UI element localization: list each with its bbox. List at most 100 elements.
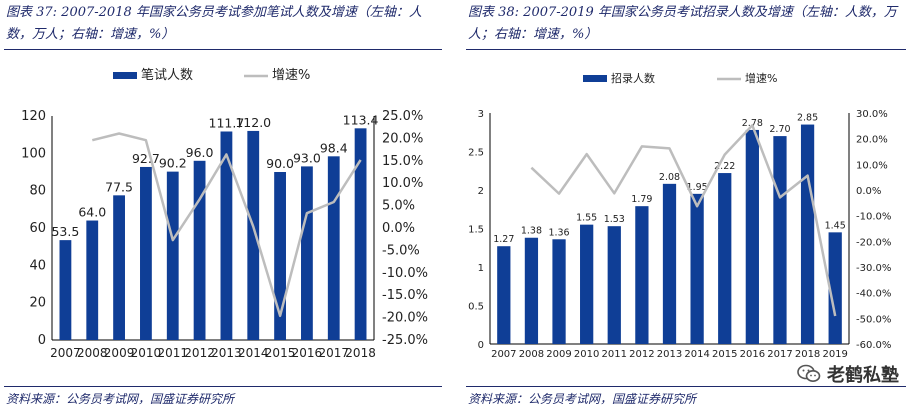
left-bar bbox=[59, 240, 72, 340]
right-figure: 图表 38: 2007-2019 年国家公务员考试招录人数及增速（左轴：人数，万… bbox=[462, 0, 913, 411]
left-y-right-tick: 0.0% bbox=[382, 221, 415, 236]
right-figure-title-line2: 人；右轴：增速，%） bbox=[468, 27, 598, 42]
left-bar-value-label: 77.5 bbox=[105, 179, 133, 194]
right-bar bbox=[635, 206, 649, 344]
right-bar bbox=[828, 232, 842, 344]
right-bar-value-label: 1.55 bbox=[576, 213, 597, 224]
left-bar-value-label: 113.4 bbox=[343, 112, 379, 127]
left-y-left-tick: 20 bbox=[29, 296, 46, 311]
right-bar-value-label: 2.08 bbox=[659, 172, 680, 183]
right-bar bbox=[718, 173, 732, 344]
right-y-right-tick: -10.0% bbox=[856, 212, 891, 223]
right-y-right-tick: -50.0% bbox=[856, 314, 891, 325]
right-x-tick-label: 2014 bbox=[684, 349, 709, 360]
right-x-tick-label: 2015 bbox=[712, 349, 737, 360]
left-bar bbox=[86, 220, 99, 340]
left-bar bbox=[301, 166, 313, 340]
left-bar bbox=[113, 195, 125, 340]
watermark: 老鹤私塾 bbox=[797, 361, 899, 387]
right-bar-value-label: 2.70 bbox=[769, 124, 790, 135]
left-x-tick-label: 2014 bbox=[238, 346, 269, 360]
right-y-left-tick: 2.5 bbox=[468, 148, 484, 159]
left-x-tick-label: 2016 bbox=[292, 346, 323, 360]
right-bar bbox=[524, 237, 539, 344]
left-y-right-tick: 5.0% bbox=[382, 199, 415, 214]
right-bar bbox=[497, 246, 511, 344]
left-y-right-tick: 20.0% bbox=[382, 131, 423, 146]
left-legend-bar-swatch bbox=[113, 72, 137, 79]
right-x-tick-label: 2011 bbox=[602, 349, 627, 360]
left-y-right-tick: -20.0% bbox=[382, 311, 428, 326]
left-source-rule bbox=[4, 386, 442, 387]
left-x-tick-label: 2009 bbox=[104, 346, 135, 360]
right-bar-value-label: 1.45 bbox=[825, 220, 846, 231]
left-y-left-tick: 40 bbox=[29, 258, 46, 273]
right-y-right-tick: -20.0% bbox=[856, 237, 891, 248]
right-y-left-tick: 0 bbox=[478, 340, 484, 351]
left-y-left-tick: 80 bbox=[29, 184, 46, 199]
left-bar-value-label: 96.0 bbox=[186, 145, 214, 160]
left-bar bbox=[220, 131, 233, 340]
right-x-tick-label: 2008 bbox=[519, 349, 544, 360]
right-y-right-tick: 10.0% bbox=[856, 160, 888, 171]
right-x-tick-label: 2016 bbox=[740, 349, 765, 360]
right-x-tick-label: 2009 bbox=[546, 349, 571, 360]
watermark-text: 老鹤私塾 bbox=[827, 365, 899, 386]
right-bar bbox=[580, 224, 594, 344]
right-y-right-tick: -60.0% bbox=[856, 340, 891, 351]
left-y-right-tick: -5.0% bbox=[382, 243, 420, 258]
right-bar bbox=[607, 226, 621, 344]
right-title-rule bbox=[466, 49, 906, 50]
right-bar bbox=[662, 183, 677, 344]
right-y-right-tick: -30.0% bbox=[856, 263, 891, 274]
right-bar-value-label: 2.22 bbox=[714, 161, 735, 172]
left-y-left-tick: 100 bbox=[21, 146, 46, 161]
right-x-tick-label: 2017 bbox=[767, 349, 792, 360]
left-bar bbox=[327, 156, 340, 340]
left-source: 资料来源：公务员考试网，国盛证券研究所 bbox=[6, 392, 235, 406]
left-y-right-tick: 25.0% bbox=[382, 109, 423, 124]
left-bar-value-label: 64.0 bbox=[78, 205, 106, 220]
right-bar-value-label: 1.36 bbox=[548, 227, 569, 238]
right-y-left-tick: 2 bbox=[478, 186, 484, 197]
right-bar bbox=[773, 136, 787, 344]
right-y-right-tick: 0.0% bbox=[856, 186, 881, 197]
left-y-right-tick: -10.0% bbox=[382, 266, 428, 281]
left-bar-value-label: 93.0 bbox=[293, 150, 321, 165]
left-x-tick-label: 2012 bbox=[184, 346, 215, 360]
left-figure: 图表 37: 2007-2018 年国家公务员考试参加笔试人数及增速（左轴：人 … bbox=[0, 0, 455, 411]
left-growth-line bbox=[91, 132, 362, 318]
left-x-tick-label: 2017 bbox=[318, 346, 349, 360]
right-bar-value-label: 1.95 bbox=[687, 182, 708, 193]
left-y-right-tick: -15.0% bbox=[382, 288, 428, 303]
left-bar-value-label: 98.4 bbox=[320, 140, 348, 155]
left-bar-value-label: 92.7 bbox=[132, 151, 160, 166]
right-bar bbox=[745, 129, 759, 344]
right-y-left-tick: 1 bbox=[478, 263, 484, 274]
left-bar-value-label: 90.2 bbox=[159, 156, 187, 171]
left-figure-title-line2: 数，万人；右轴：增速，%） bbox=[6, 27, 175, 42]
right-y-right-tick: -40.0% bbox=[856, 289, 891, 300]
right-bar bbox=[690, 193, 704, 344]
right-chart: 招录人数 增速% 0 0.5 1 1.5 2 2.5 3 -60.0% -50.0% -40.0% -3… bbox=[468, 71, 891, 360]
left-x-tick-label: 2008 bbox=[77, 346, 108, 360]
right-source: 资料来源：公务员考试网，国盛证券研究所 bbox=[468, 392, 697, 406]
right-bar bbox=[800, 124, 815, 344]
right-legend-bar-label: 招录人数 bbox=[611, 71, 655, 85]
right-x-tick-label: 2012 bbox=[629, 349, 654, 360]
right-bar-value-label: 1.53 bbox=[604, 214, 625, 225]
left-figure-title-line1: 图表 37: 2007-2018 年国家公务员考试参加笔试人数及增速（左轴：人 bbox=[6, 5, 422, 20]
left-y-right-tick: 10.0% bbox=[382, 176, 423, 191]
left-legend-line-label: 增速% bbox=[272, 68, 310, 83]
left-y-right-tick: -25.0% bbox=[382, 333, 428, 348]
left-y-left-tick: 60 bbox=[29, 221, 46, 236]
left-x-tick-label: 2018 bbox=[345, 346, 376, 360]
right-x-tick-label: 2019 bbox=[822, 349, 847, 360]
right-legend-line-label: 增速% bbox=[745, 71, 777, 85]
right-x-tick-label: 2007 bbox=[491, 349, 516, 360]
right-y-left-tick: 3 bbox=[478, 109, 484, 120]
left-bar bbox=[274, 172, 286, 340]
right-x-tick-label: 2018 bbox=[795, 349, 820, 360]
left-x-tick-label: 2011 bbox=[157, 346, 188, 360]
left-x-tick-label: 2010 bbox=[131, 346, 162, 360]
